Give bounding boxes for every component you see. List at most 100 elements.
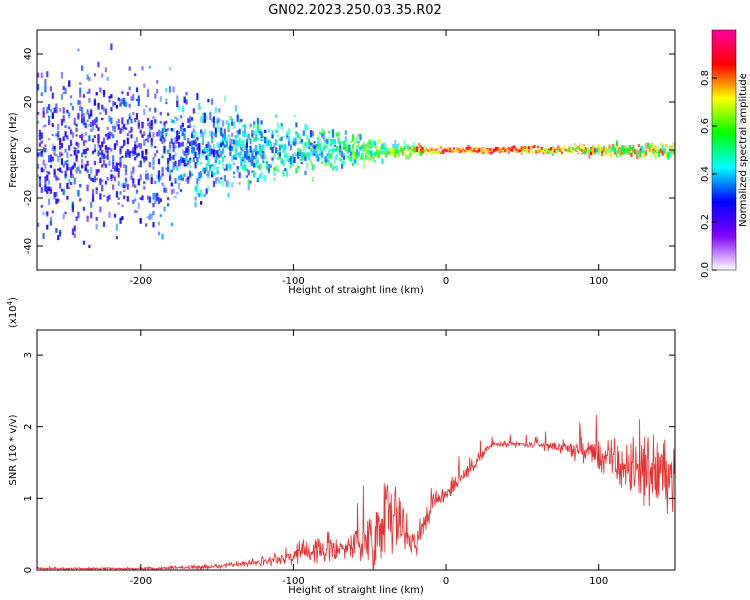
figure-title: GN02.2023.250.03.35.R02: [268, 3, 442, 18]
spectrogram-cell: [90, 177, 93, 181]
spectrogram-cell: [181, 132, 184, 137]
spectrogram-cell: [187, 137, 190, 143]
spectrogram-cell: [75, 155, 78, 162]
spectrogram-cell: [176, 118, 179, 121]
spectrogram-cell: [229, 115, 232, 120]
spectrogram-cell: [262, 157, 265, 160]
spectrogram-cell: [542, 152, 545, 155]
spectrogram-cell: [40, 187, 43, 193]
spectrogram-cell: [667, 155, 670, 160]
spectrogram-cell: [183, 96, 186, 103]
spectrogram-cell: [218, 180, 221, 184]
spectrogram-cell: [119, 217, 122, 224]
spectrogram-cell: [194, 131, 197, 138]
spectrogram-cell: [342, 146, 346, 151]
spectrogram-cell: [86, 109, 89, 115]
spectrogram-cell: [260, 171, 263, 179]
spectrogram-cell: [293, 137, 296, 142]
spectrogram-cell: [48, 115, 51, 121]
spectrogram-cell: [537, 145, 540, 149]
spectrogram-cell: [280, 159, 283, 165]
spectrogram-cell: [183, 150, 186, 156]
spectrogram-cell: [275, 147, 278, 154]
spectrogram-cell: [192, 156, 195, 162]
spectrogram-cell: [161, 131, 164, 139]
spectrogram-cell: [570, 147, 573, 150]
spectrogram-cell: [75, 148, 78, 155]
spectrogram-cell: [551, 149, 554, 152]
spectrogram-cell: [170, 189, 173, 195]
spectrogram-cell: [71, 208, 74, 213]
spectrogram-cell: [143, 181, 146, 185]
spectrogram-cell: [615, 150, 618, 158]
spectrogram-cell: [163, 137, 166, 143]
spectrogram-cell: [62, 85, 65, 90]
spectrogram-cell: [156, 193, 159, 196]
spectrogram-cell: [244, 126, 247, 133]
spectrogram-cell: [229, 144, 232, 152]
spectrogram-cell: [593, 152, 596, 155]
spectrogram-cell: [278, 144, 281, 147]
spectrogram-cell: [260, 138, 263, 142]
spectrogram-cell: [229, 153, 232, 156]
spectrogram-cell: [84, 164, 87, 169]
spectrogram-cell: [211, 98, 214, 105]
spectrogram-cell: [90, 211, 93, 219]
spectrogram-cell: [434, 151, 437, 154]
spectrogram-cell: [93, 144, 96, 151]
spectrogram-cell: [172, 119, 175, 124]
spectrogram-cell: [586, 149, 589, 153]
spectrogram-cell: [172, 142, 175, 148]
spectrogram-cell: [165, 188, 168, 194]
spectrogram-cell: [584, 147, 587, 154]
spectrogram-cell: [670, 150, 673, 154]
spectrogram-cell: [106, 147, 109, 151]
spectrogram-cell: [79, 170, 82, 174]
spectrogram-cell: [75, 216, 78, 221]
colorbar: 0.00.20.40.60.8 Normalized spectral ampl…: [700, 29, 749, 278]
spectrogram-cell: [108, 99, 111, 103]
spectrogram-cell: [245, 143, 248, 146]
spectrogram-cell: [154, 146, 157, 149]
spectrogram-cell: [68, 167, 71, 171]
spectrogram-cell: [264, 129, 267, 134]
spectrogram-cell: [145, 156, 148, 161]
spectrogram-cell: [79, 135, 82, 138]
spectrogram-cell: [55, 178, 58, 181]
spectrogram-cell: [379, 145, 382, 148]
spectrogram-cell: [218, 126, 221, 133]
spectrogram-cell: [476, 150, 479, 153]
colorbar-tick-label: 0.2: [700, 214, 711, 230]
spectrogram-cell: [42, 146, 45, 153]
spectrogram-cell: [577, 145, 580, 149]
spectrogram-cell: [178, 175, 181, 180]
spectrogram-cell: [97, 133, 100, 140]
spectrogram-cell: [256, 137, 259, 140]
spectrogram-cell: [280, 136, 283, 142]
spectrogram-cell: [190, 146, 194, 154]
spectrogram-cell: [361, 144, 364, 148]
spectrogram-cell: [181, 141, 184, 147]
spectrogram-cell: [59, 232, 62, 237]
spectrogram-y-tick-label: 20: [23, 96, 34, 109]
spectrogram-cell: [159, 175, 162, 180]
spectrogram-cell: [471, 149, 474, 153]
spectrogram-cell: [53, 147, 56, 154]
spectrogram-cell: [130, 170, 133, 178]
spectrogram-cell: [124, 182, 128, 187]
spectrogram-cell: [64, 131, 67, 138]
spectrogram-cell: [286, 170, 289, 177]
spectrogram-cell: [150, 173, 153, 181]
spectrogram-cell: [537, 149, 540, 152]
spectrogram-cell: [95, 216, 98, 221]
spectrogram-cell: [106, 132, 109, 140]
spectrogram-cell: [66, 152, 69, 159]
spectrogram-cell: [597, 144, 600, 151]
spectrogram-cell: [234, 105, 237, 112]
spectrogram-cell: [81, 159, 84, 164]
spectrogram-cell: [150, 213, 153, 219]
spectrogram-cell: [154, 118, 157, 124]
spectrogram-cell: [276, 134, 280, 138]
spectrogram-cell: [588, 149, 591, 154]
spectrogram-cell: [90, 108, 93, 111]
